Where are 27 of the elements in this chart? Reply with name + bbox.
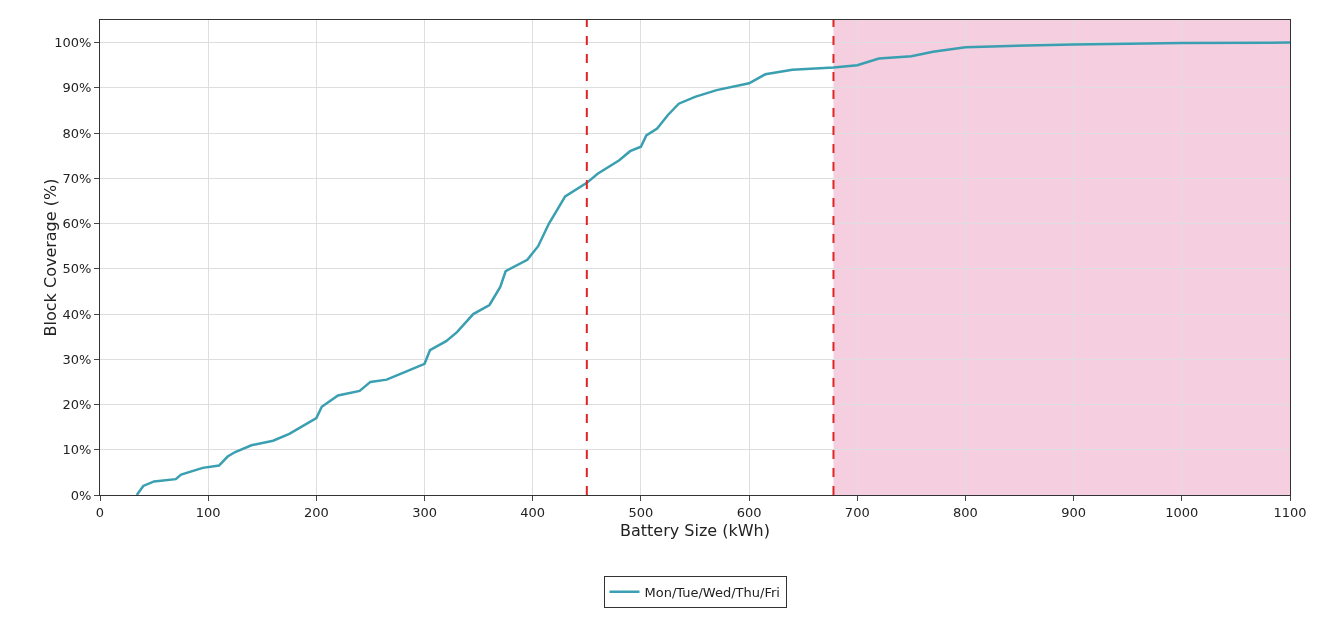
line-series: [135, 41, 1290, 495]
x-tick-label: 200: [303, 504, 329, 520]
y-tick-label: 80%: [62, 125, 92, 141]
y-axis-title: Block Coverage (%): [41, 178, 61, 337]
x-tick-label: 1100: [1273, 504, 1307, 520]
x-tick-label: 300: [412, 504, 437, 520]
x-tick-label: 1000: [1165, 504, 1199, 520]
x-tick-label: 400: [520, 504, 546, 520]
x-tick-label: 500: [628, 504, 654, 520]
x-tick-label: 800: [953, 504, 978, 520]
x-axis-title: Battery Size (kWh): [620, 521, 770, 541]
y-tick-label: 40%: [62, 306, 92, 322]
x-tick-label: 100: [195, 504, 221, 520]
y-tick-label: 70%: [62, 170, 92, 186]
x-tick-label: 900: [1061, 504, 1087, 520]
y-tick-label: 10%: [62, 442, 92, 458]
x-tick-label: 700: [844, 504, 870, 520]
y-tick-label: 0%: [70, 487, 92, 503]
y-tick-label: 90%: [62, 80, 92, 96]
x-tick-label: 600: [736, 504, 762, 520]
x-tick-label: 0: [95, 504, 105, 520]
y-tick-label: 50%: [62, 261, 92, 277]
y-tick-label: 60%: [62, 216, 92, 232]
y-tick-label: 100%: [54, 35, 92, 51]
y-tick-label: 20%: [62, 397, 92, 413]
y-tick-label: 30%: [62, 351, 92, 367]
legend-label: Mon/Tue/Wed/Thu/Fri: [644, 584, 780, 600]
